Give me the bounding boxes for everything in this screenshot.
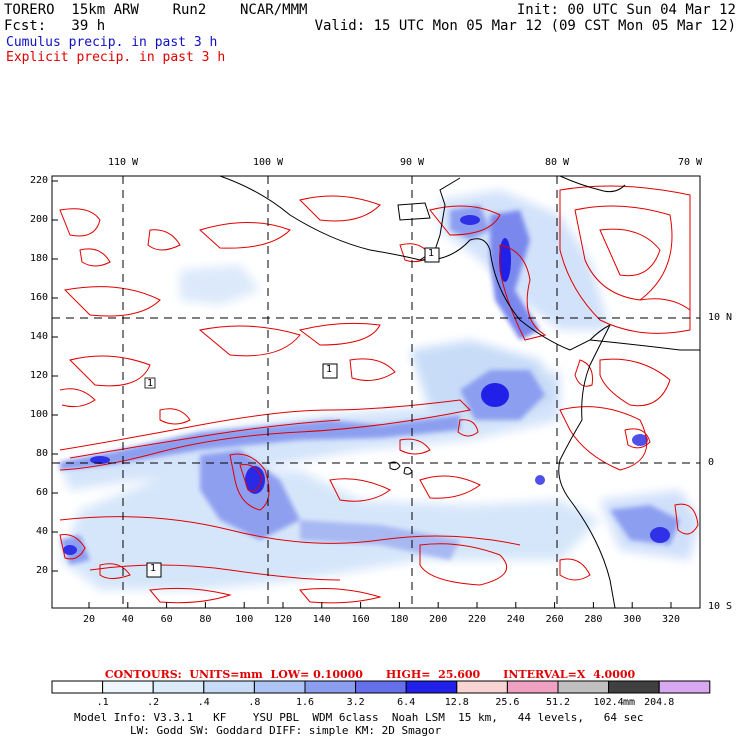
lat-label: 10 N [708,312,733,323]
lon-label: 80 W [544,157,570,168]
colorbar-value: .8 [248,697,261,708]
colorbar-value: 1.6 [295,697,315,708]
colorbar-swatch [203,680,255,694]
model-title: TORERO 15km ARW Run2 NCAR/MMM [4,2,308,18]
colorbar-value: 3.2 [346,697,365,708]
colorbar-swatch [152,680,205,694]
explicit-contours [59,185,699,604]
colorbar-swatch [456,680,508,694]
x-tick-label: 100 [235,614,254,625]
colorbar-value: .2 [147,697,160,708]
x-tick-label: 220 [467,614,487,625]
x-tick-label: 80 [199,614,212,625]
y-tick-label: 140 [29,331,48,342]
colorbar-swatch [658,680,711,694]
latlon-grid [52,176,700,608]
colorbar [51,680,711,694]
x-tick-label: 280 [584,614,603,625]
axis-ticks [52,180,672,608]
lat-label: 10 S [708,601,733,612]
colorbar-swatch [304,680,357,694]
colorbar-swatch [405,680,458,694]
x-tick-label: 260 [545,614,564,625]
colorbar-swatch [102,680,154,694]
y-tick-label: 20 [35,565,48,576]
x-tick-label: 180 [390,614,409,625]
cumulus-legend: Cumulus precip. in past 3 h [6,35,218,50]
y-tick-label: 160 [29,292,48,303]
y-tick-label: 200 [29,214,48,225]
y-tick-label: 60 [35,487,48,498]
x-tick-label: 240 [506,614,525,625]
colorbar-swatch [557,680,610,694]
low-label: 1 [150,563,157,574]
forecast-hour: Fcst: 39 h [4,18,106,34]
x-tick-label: 140 [312,614,331,625]
x-tick-label: 300 [623,614,642,625]
colorbar-unit: mm [623,697,636,708]
colorbar-value: 51.2 [545,697,571,708]
x-tick-label: 320 [661,614,681,625]
model-info-line1: Model Info: V3.3.1 KF YSU PBL WDM 6class… [74,711,644,724]
colorbar-value: 102.4 [593,697,624,708]
colorbar-value: 12.8 [444,697,469,708]
colorbar-value: .1 [96,697,109,708]
y-tick-label: 180 [29,253,48,264]
contour-info: CONTOURS: UNITS=mm LOW= 0.10000 HIGH= 25… [104,668,636,681]
cumulus-heavy-cores [63,215,670,555]
lon-label: 110 W [107,157,139,168]
coastline [219,176,700,608]
y-tick-label: 120 [29,370,48,381]
colorbar-value: .4 [197,697,210,708]
lon-label: 90 W [399,157,425,168]
low-markers [144,247,440,578]
x-tick-label: 20 [82,614,96,625]
explicit-legend: Explicit precip. in past 3 h [6,50,226,65]
low-label: 1 [326,364,333,375]
y-tick-label: 80 [35,448,48,459]
x-tick-label: 160 [351,614,370,625]
lon-label: 100 W [252,157,284,168]
x-tick-label: 120 [273,614,293,625]
lat-label: 0 [708,457,715,468]
low-label: 1 [428,248,435,259]
colorbar-swatch [51,680,104,694]
valid-time: Valid: 15 UTC Mon 05 Mar 12 (09 CST Mon … [314,18,736,34]
colorbar-value: 25.6 [495,697,520,708]
colorbar-value: 6.4 [397,697,416,708]
colorbar-swatch [608,680,660,694]
init-time: Init: 00 UTC Sun 04 Mar 12 [516,2,736,18]
y-tick-label: 100 [29,409,48,420]
lon-label: 70 W [677,157,703,168]
colorbar-swatch [506,680,559,694]
model-info-line2: LW: Godd SW: Goddard DIFF: simple KM: 2D… [130,724,442,737]
y-tick-label: 220 [29,175,48,186]
x-tick-label: 40 [121,614,134,625]
colorbar-swatch [355,680,407,694]
x-tick-label: 60 [160,614,173,625]
colorbar-swatch [253,680,306,694]
low-label: 1 [147,378,154,389]
x-tick-label: 200 [429,614,448,625]
y-tick-label: 40 [35,526,48,537]
map-frame [51,175,701,609]
colorbar-value: 204.8 [644,697,675,708]
